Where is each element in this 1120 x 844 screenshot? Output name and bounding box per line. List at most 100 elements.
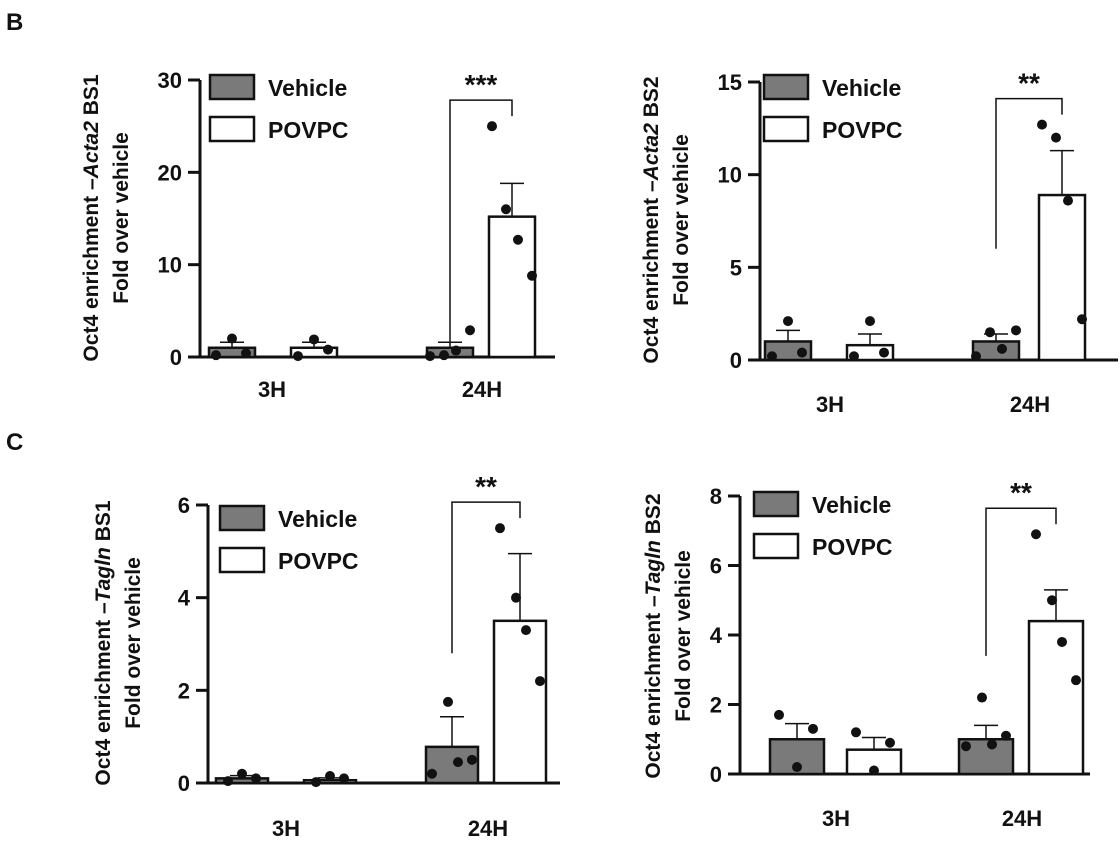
- y-tick-label: 5: [730, 255, 742, 280]
- data-point: [323, 344, 333, 355]
- chart-3: 0 2 4 6 Oct4 enrichment –Tagln BS1 Fold over …: [92, 471, 560, 841]
- data-point: [849, 351, 859, 362]
- y-tick-label: 0: [170, 345, 182, 370]
- y-axis-label-line2: Fold over vehicle: [670, 134, 693, 306]
- chart-4: 0 2 4 6 8 Oct4 enrichment –Tagln BS2 Fold over…: [642, 477, 1090, 831]
- data-point: [513, 234, 523, 245]
- significance-label: ***: [465, 69, 498, 100]
- data-point: [1071, 675, 1081, 686]
- data-point: [869, 765, 879, 776]
- data-point: [535, 676, 545, 687]
- data-point: [1077, 314, 1087, 325]
- data-point: [767, 351, 777, 362]
- data-point: [1011, 325, 1021, 336]
- bar-vehicle: [957, 738, 1015, 776]
- data-point: [325, 771, 335, 782]
- data-point: [237, 768, 247, 779]
- y-tick-label: 10: [158, 253, 182, 278]
- y-tick-label: 4: [710, 623, 723, 648]
- legend-label-povpc: POVPC: [812, 534, 893, 560]
- data-point: [501, 204, 511, 215]
- data-point: [251, 773, 261, 784]
- legend-swatch-povpc: [208, 115, 256, 143]
- data-point: [961, 741, 971, 752]
- y-tick-label: 0: [178, 771, 190, 796]
- legend-swatch-vehicle: [762, 73, 810, 101]
- legend-swatch-vehicle: [752, 490, 800, 518]
- data-point: [1063, 195, 1073, 206]
- data-point: [293, 351, 303, 362]
- significance-bracket: [995, 97, 1063, 249]
- significance-label: **: [475, 471, 497, 502]
- y-axis-label: Oct4 enrichment –Acta2 BS2: [640, 76, 663, 363]
- legend-label-vehicle: Vehicle: [278, 506, 357, 532]
- data-point: [1001, 730, 1011, 741]
- y-axis-label: Oct4 enrichment –Acta2 BS1: [80, 74, 103, 361]
- data-point: [495, 523, 505, 534]
- data-point: [465, 325, 475, 336]
- y-tick-label: 6: [710, 554, 722, 579]
- y-tick-label: 6: [178, 493, 190, 518]
- significance-bracket: [451, 501, 521, 654]
- data-point: [227, 333, 237, 344]
- data-point: [808, 723, 818, 734]
- data-point: [792, 762, 802, 773]
- data-point: [521, 625, 531, 636]
- data-point: [1047, 595, 1057, 606]
- y-tick-label: 2: [710, 693, 722, 718]
- legend-swatch-povpc: [218, 546, 266, 574]
- data-point: [309, 334, 319, 345]
- data-point: [527, 270, 537, 281]
- data-point: [971, 351, 981, 362]
- data-point: [511, 592, 521, 603]
- legend-swatch-vehicle: [208, 73, 256, 101]
- data-point: [339, 773, 349, 784]
- data-point: [467, 754, 477, 765]
- y-axis-label-line2: Fold over vehicle: [672, 550, 695, 722]
- bar-povpc: [492, 619, 548, 785]
- data-point: [865, 316, 875, 327]
- panel-label-c: C: [6, 429, 23, 456]
- y-tick-label: 30: [158, 68, 182, 93]
- chart-1: 0 10 20 30 Oct4 enrichment –Acta2 BS1 Fold ov…: [80, 68, 555, 402]
- bar-povpc: [1037, 193, 1087, 362]
- legend-swatch-povpc: [762, 115, 810, 143]
- significance-label: **: [1010, 477, 1032, 508]
- bar-povpc: [487, 215, 537, 359]
- legend-label-vehicle: Vehicle: [822, 75, 901, 101]
- data-point: [1051, 132, 1061, 143]
- data-point: [451, 345, 461, 356]
- data-point: [797, 347, 807, 358]
- data-point: [241, 348, 251, 359]
- data-point: [311, 777, 321, 788]
- data-point: [985, 327, 995, 338]
- x-category-label: 3H: [816, 392, 844, 417]
- x-category-label: 3H: [272, 816, 300, 841]
- x-category-label: 24H: [462, 377, 502, 402]
- legend-swatch-vehicle: [218, 504, 266, 532]
- data-point: [427, 768, 437, 779]
- x-category-label: 24H: [1002, 806, 1042, 831]
- data-point: [879, 347, 889, 358]
- data-point: [885, 737, 895, 748]
- data-point: [1037, 119, 1047, 130]
- x-category-label: 24H: [1010, 392, 1050, 417]
- bar-povpc: [289, 346, 339, 359]
- legend-label-povpc: POVPC: [278, 548, 359, 574]
- legend-label-vehicle: Vehicle: [812, 492, 891, 518]
- data-point: [211, 350, 221, 361]
- data-point: [1057, 636, 1067, 647]
- significance-bracket: [985, 507, 1057, 656]
- legend-label-povpc: POVPC: [822, 117, 903, 143]
- y-axis-label: Oct4 enrichment –Tagln BS1: [92, 500, 115, 785]
- legend-label-povpc: POVPC: [268, 117, 349, 143]
- y-tick-label: 20: [158, 160, 182, 185]
- x-category-label: 3H: [258, 377, 286, 402]
- data-point: [997, 343, 1007, 354]
- x-category-label: 3H: [822, 806, 850, 831]
- significance-label: **: [1018, 68, 1040, 99]
- bar-vehicle: [207, 346, 257, 359]
- significance-bracket: [449, 99, 513, 343]
